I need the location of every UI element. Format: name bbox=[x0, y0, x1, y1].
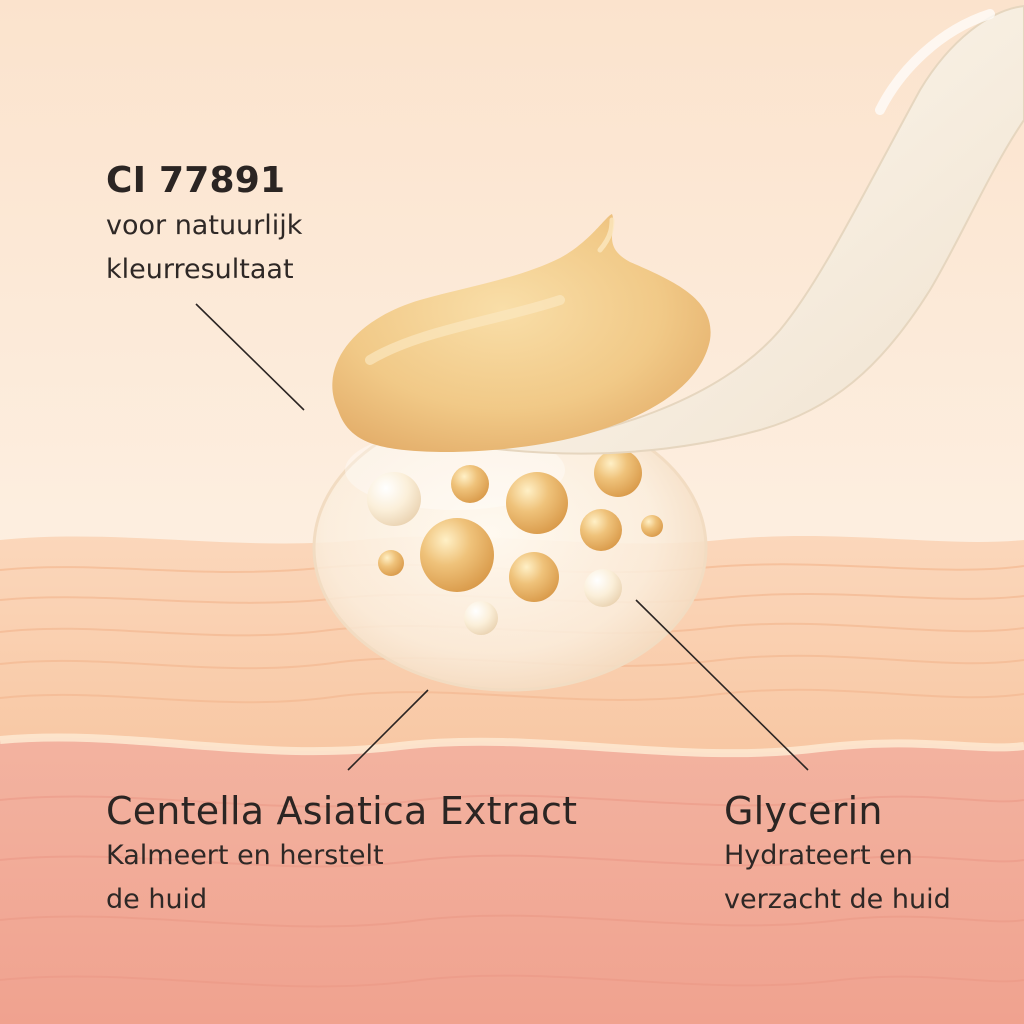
glycerin-line1: Hydrateert en bbox=[724, 840, 913, 871]
colorant-callout: CI 77891 voor natuurlijk kleurresultaat bbox=[106, 158, 302, 292]
glycerin-title: Glycerin bbox=[724, 789, 883, 833]
ingredient-bubbles bbox=[367, 449, 663, 635]
glycerin-callout: Glycerin Hydrateert en verzacht de huid bbox=[724, 788, 951, 922]
skin-lower-layer bbox=[0, 737, 1024, 1024]
colorant-leader-line bbox=[195, 303, 305, 411]
colorant-line2: kleurresultaat bbox=[106, 254, 294, 285]
cream-dollop bbox=[332, 214, 711, 452]
skin-lower-texture bbox=[0, 794, 1024, 988]
glycerin-leader-line bbox=[635, 599, 809, 771]
centella-line1: Kalmeert en herstelt bbox=[106, 840, 384, 871]
skin-boundary bbox=[0, 733, 1024, 758]
colorant-line1: voor natuurlijk bbox=[106, 210, 303, 241]
centella-leader-line bbox=[347, 689, 429, 771]
colorant-title: CI 77891 bbox=[106, 160, 286, 201]
centella-callout: Centella Asiatica Extract Kalmeert en he… bbox=[106, 788, 577, 922]
centella-title: Centella Asiatica Extract bbox=[106, 789, 578, 833]
centella-line2: de huid bbox=[106, 884, 208, 915]
glycerin-line2: verzacht de huid bbox=[724, 884, 951, 915]
spatula bbox=[487, 4, 1024, 455]
